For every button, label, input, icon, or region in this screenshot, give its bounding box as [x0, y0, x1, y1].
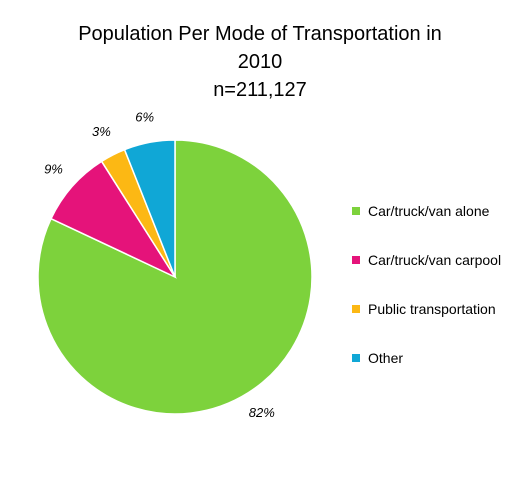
legend-item-public-transportation: Public transportation [352, 284, 527, 333]
legend-item-car-truck-van-alone: Car/truck/van alone [352, 186, 527, 235]
legend-label: Car/truck/van alone [368, 202, 490, 219]
chart-subtitle: n=211,127 [213, 79, 307, 101]
legend-swatch [352, 255, 360, 264]
legend-label: Car/truck/van carpool [368, 251, 502, 268]
data-label-car-truck-van-carpool: 9% [44, 161, 63, 176]
legend-label: Other [368, 349, 404, 366]
legend-swatch [352, 304, 360, 313]
chart-legend: Car/truck/van alone Car/truck/van carpool… [352, 186, 527, 382]
chart-title-line-1: Population Per Mode of Transportation in [78, 23, 442, 45]
pie-slice-other [123, 139, 176, 278]
pie-slice-car-truck-van-alone [37, 139, 313, 415]
legend-item-car-truck-van-carpool: Car/truck/van carpool [352, 235, 527, 284]
chart-title-line-2: 2010 [237, 51, 283, 73]
legend-item-other: Other [352, 333, 527, 382]
data-label-other: 6% [135, 109, 154, 124]
data-label-public-transportation: 3% [92, 124, 111, 139]
data-label-car-truck-van-alone: 82% [249, 405, 275, 420]
chart-title: Population Per Mode of Transportation in… [10, 20, 510, 104]
legend-swatch [352, 206, 360, 215]
legend-label: Public transportation [368, 300, 496, 317]
legend-swatch [352, 353, 360, 362]
